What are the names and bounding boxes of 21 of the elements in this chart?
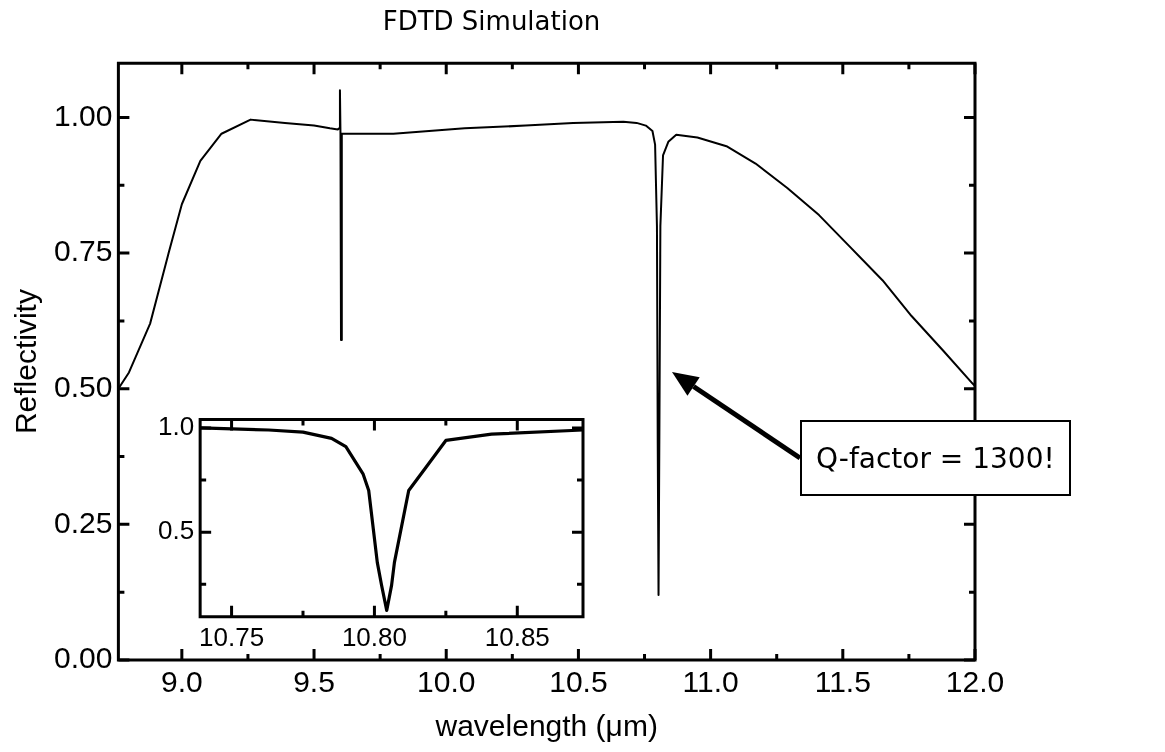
y-tick-label: 0.50	[54, 369, 113, 403]
x-tick-label: 10.0	[417, 665, 476, 699]
x-tick-label: 11.5	[814, 665, 871, 699]
y-axis-title: Reflectivity	[9, 289, 43, 435]
y-tick-label: 0.00	[54, 641, 113, 675]
y-tick-label: 1.00	[54, 98, 113, 132]
x-tick-label: 12.0	[945, 665, 1005, 699]
chart-title: FDTD Simulation	[382, 6, 601, 37]
y-tick-label: 1.0	[157, 411, 195, 442]
annotation: Q-factor = 1300!	[800, 420, 1071, 496]
x-tick-label: 10.5	[549, 665, 608, 699]
x-tick-label: 10.85	[484, 621, 550, 652]
y-tick-label: 0.5	[157, 515, 195, 546]
y-tick-label: 0.25	[54, 505, 113, 539]
y-tick-label: 0.75	[54, 234, 113, 268]
x-tick-label: 10.75	[199, 621, 265, 652]
x-tick-label: 11.0	[682, 665, 739, 699]
x-tick-label: 9.0	[160, 665, 203, 699]
x-tick-label: 10.80	[341, 621, 407, 652]
x-tick-label: 9.5	[293, 665, 335, 699]
x-axis-title: wavelength (μm)	[434, 709, 658, 743]
